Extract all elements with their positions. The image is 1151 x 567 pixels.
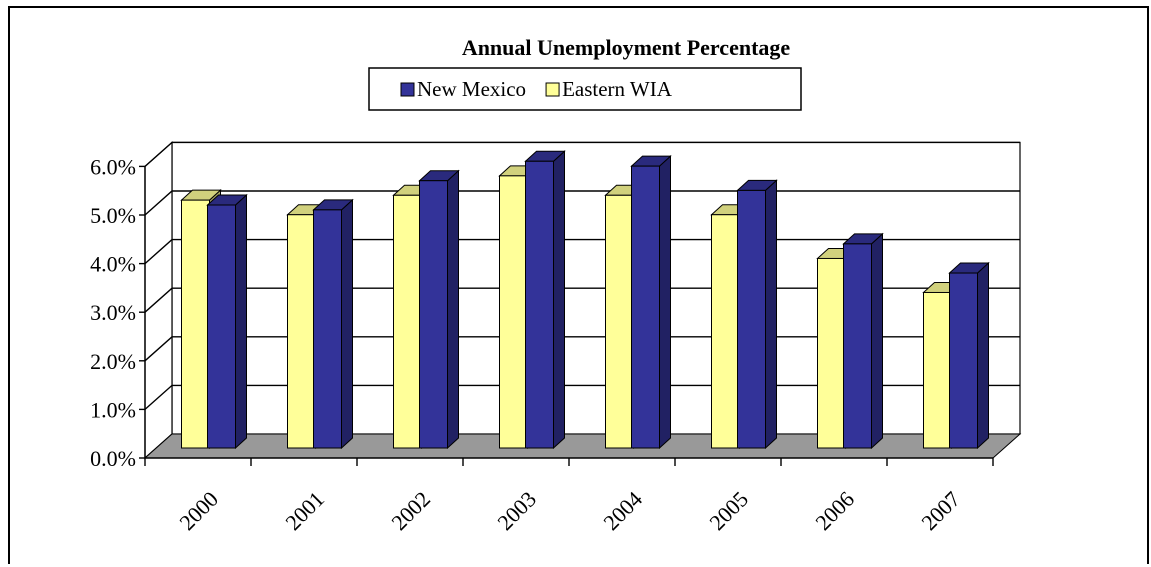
bar-front xyxy=(313,209,342,449)
legend-swatch xyxy=(545,82,560,97)
gridline xyxy=(144,141,1020,167)
legend-label: Eastern WIA xyxy=(562,77,673,101)
bar-side xyxy=(659,154,671,450)
bar-new-mexico-2007 xyxy=(948,261,990,450)
bar-new-mexico-2002 xyxy=(418,169,460,450)
bar-new-mexico-2001 xyxy=(312,198,354,450)
bar-front xyxy=(711,214,740,449)
x-tick-label: 2004 xyxy=(598,486,647,535)
bar-front xyxy=(419,180,448,449)
bar-new-mexico-2003 xyxy=(524,150,566,450)
legend-box xyxy=(368,67,802,111)
y-tick-label: 3.0% xyxy=(90,300,136,325)
bar-side xyxy=(765,179,777,450)
bar-new-mexico-2005 xyxy=(736,179,778,450)
bar-side xyxy=(871,232,883,450)
y-tick-label: 4.0% xyxy=(90,252,136,277)
bar-new-mexico-2000 xyxy=(206,193,248,450)
bar-front xyxy=(817,257,846,449)
bar-front xyxy=(949,272,978,449)
bar-front xyxy=(499,175,528,449)
x-tick-label: 2002 xyxy=(386,486,435,535)
bar-side xyxy=(977,261,989,450)
bar-new-mexico-2006 xyxy=(842,232,884,450)
bar-side xyxy=(235,193,247,450)
y-tick-label: 1.0% xyxy=(90,397,136,422)
bar-front xyxy=(605,194,634,449)
chart-title: Annual Unemployment Percentage xyxy=(462,35,791,60)
legend-swatch xyxy=(400,82,415,97)
bar-front xyxy=(737,189,766,449)
x-tick-label: 2006 xyxy=(810,486,859,535)
floor xyxy=(143,433,1022,459)
x-tick-label: 2000 xyxy=(174,486,223,535)
bar-side xyxy=(341,198,353,450)
legend: New Mexico Eastern WIA xyxy=(368,67,802,111)
x-tick-label: 2007 xyxy=(916,486,965,535)
y-tick-label: 5.0% xyxy=(90,203,136,228)
bar-side xyxy=(447,169,459,450)
x-tick-label: 2001 xyxy=(280,486,329,535)
x-tick-label: 2003 xyxy=(492,486,541,535)
bar-front xyxy=(525,160,554,449)
y-tick-label: 2.0% xyxy=(90,349,136,374)
bar-front xyxy=(207,204,236,449)
y-tick-label: 6.0% xyxy=(90,154,136,179)
bar-front xyxy=(181,199,210,449)
y-tick-label: 0.0% xyxy=(90,446,136,471)
bar-front xyxy=(631,165,660,449)
x-tick-label: 2005 xyxy=(704,486,753,535)
legend-label: New Mexico xyxy=(417,77,526,101)
bar-front xyxy=(923,291,952,449)
bar-front xyxy=(393,194,422,449)
plot-area: 0.0% 1.0% 2.0% 3.0% 4.0% 5.0% 6.0% 2000 2001 2002… xyxy=(90,141,1022,535)
bar-front xyxy=(287,214,316,449)
bar-new-mexico-2004 xyxy=(630,154,672,450)
bar-front xyxy=(843,243,872,449)
bar-side xyxy=(553,150,565,450)
